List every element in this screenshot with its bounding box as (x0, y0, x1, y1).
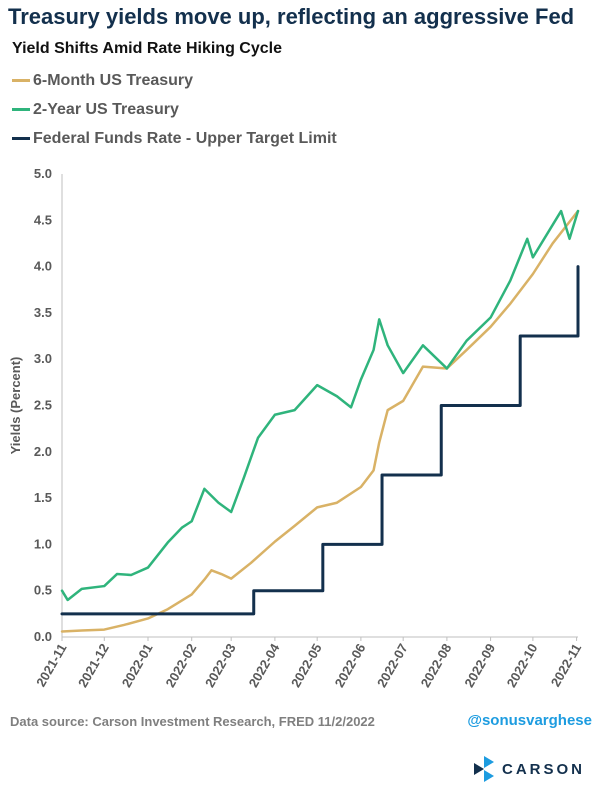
y-tick-label: 1.5 (34, 490, 52, 505)
series-line-2 (60, 209, 580, 602)
carson-brand-text: CARSON (502, 760, 586, 778)
x-tick-label: 2022-02 (162, 641, 199, 690)
legend-label-2-year: 2-Year US Treasury (33, 100, 179, 118)
series-line-3 (60, 265, 580, 616)
series-line-1 (60, 209, 580, 633)
x-tick-label: 2022-07 (374, 641, 411, 690)
legend: 6-Month US Treasury 2-Year US Treasury F… (12, 66, 337, 153)
legend-item-6-month: 6-Month US Treasury (12, 66, 337, 95)
y-tick-label: 5.0 (34, 166, 52, 181)
yield-chart: 0.0 0.5 1.0 1.5 2.0 2.5 3.0 3.5 4.0 4.5 5.0 Yields … (8, 166, 584, 690)
x-tick-label: 2022-09 (461, 641, 498, 690)
data-source-note: Data source: Carson Investment Research,… (10, 714, 375, 729)
x-tick-label: 2021-12 (75, 641, 112, 690)
carson-logo-icon (474, 756, 494, 782)
x-tick-label: 2022-08 (418, 641, 455, 690)
chart-title: Treasury yields move up, reflecting an a… (8, 4, 575, 29)
twitter-handle-link[interactable]: @sonusvarghese (467, 712, 592, 729)
x-tick-label: 2022-06 (332, 641, 369, 690)
carson-brand: CARSON (474, 756, 585, 782)
legend-swatch-fed-funds (12, 137, 30, 140)
y-tick-label: 3.0 (34, 351, 52, 366)
y-tick-label: 1.0 (34, 536, 52, 551)
y-axis-title: Yields (Percent) (8, 357, 23, 455)
y-tick-label: 0.0 (34, 629, 52, 644)
y-tick-label: 2.5 (34, 398, 52, 413)
legend-item-2-year: 2-Year US Treasury (12, 95, 337, 124)
legend-label-fed-funds: Federal Funds Rate - Upper Target Limit (33, 129, 337, 147)
legend-swatch-6-month (12, 79, 30, 82)
y-tick-label: 2.0 (34, 444, 52, 459)
x-tick-label: 2021-11 (33, 641, 69, 689)
legend-swatch-2-year (12, 108, 30, 111)
x-tick-label: 2022-05 (288, 641, 325, 690)
y-tick-label: 0.5 (34, 583, 52, 598)
legend-label-6-month: 6-Month US Treasury (33, 71, 194, 89)
x-tick-label: 2022-11 (548, 641, 584, 689)
y-tick-label: 4.5 (34, 212, 52, 227)
x-tick-label: 2022-10 (504, 641, 541, 690)
x-tick-label: 2022-04 (246, 640, 283, 689)
x-tick-label: 2022-03 (202, 641, 239, 690)
y-tick-label: 3.5 (34, 305, 52, 320)
y-tick-label: 4.0 (34, 259, 52, 274)
legend-item-fed-funds: Federal Funds Rate - Upper Target Limit (12, 124, 337, 153)
chart-subtitle: Yield Shifts Amid Rate Hiking Cycle (12, 40, 282, 57)
x-tick-label: 2022-01 (119, 641, 156, 690)
